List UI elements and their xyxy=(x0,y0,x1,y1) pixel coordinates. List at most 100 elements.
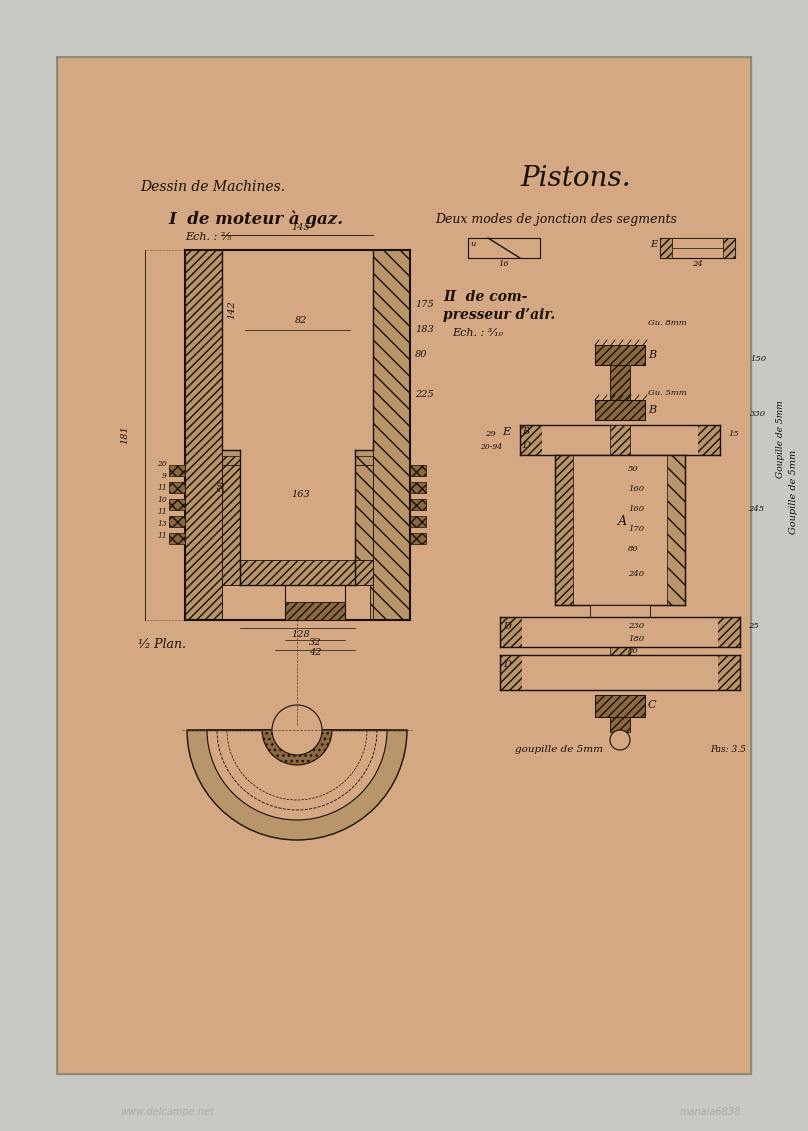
Bar xyxy=(410,499,426,510)
Text: 150: 150 xyxy=(750,355,766,363)
Bar xyxy=(370,250,410,620)
Wedge shape xyxy=(187,729,407,840)
Bar xyxy=(520,425,720,455)
Text: 142: 142 xyxy=(227,300,236,319)
Text: presseur d’air.: presseur d’air. xyxy=(443,308,555,322)
Bar xyxy=(57,57,751,1074)
Bar xyxy=(410,465,426,476)
Text: 25: 25 xyxy=(748,622,759,630)
Text: 16: 16 xyxy=(499,260,509,268)
Bar xyxy=(169,516,185,527)
Text: 180: 180 xyxy=(628,634,644,644)
Text: Pas: 3.5: Pas: 3.5 xyxy=(710,745,746,754)
Text: 32: 32 xyxy=(309,638,322,647)
Bar xyxy=(500,618,740,647)
Bar xyxy=(723,238,735,258)
Text: 20: 20 xyxy=(158,460,167,468)
Bar xyxy=(355,450,373,585)
Bar xyxy=(660,238,672,258)
Text: B: B xyxy=(648,349,656,360)
Wedge shape xyxy=(262,729,332,765)
Text: B: B xyxy=(522,428,529,435)
Text: 42: 42 xyxy=(309,648,322,657)
Text: Pistons.: Pistons. xyxy=(520,165,630,192)
Text: E: E xyxy=(502,428,510,437)
Text: D: D xyxy=(522,441,530,450)
Circle shape xyxy=(610,729,630,750)
Bar xyxy=(595,696,645,717)
Text: 240: 240 xyxy=(628,570,644,578)
Bar xyxy=(410,533,426,544)
Text: 10: 10 xyxy=(158,497,167,504)
Bar xyxy=(169,499,185,510)
Text: A: A xyxy=(617,515,626,528)
Text: 80: 80 xyxy=(415,349,427,359)
Text: 15: 15 xyxy=(728,430,739,438)
Text: manala6838: manala6838 xyxy=(680,1107,742,1117)
Text: 11: 11 xyxy=(158,484,167,492)
Text: 175: 175 xyxy=(415,300,434,309)
Bar xyxy=(410,516,426,527)
Bar xyxy=(468,238,540,258)
Text: u: u xyxy=(470,240,475,248)
Text: ¹⁄₂ Plan.: ¹⁄₂ Plan. xyxy=(138,638,186,651)
Text: C: C xyxy=(648,700,656,710)
Text: Dessin de Machines.: Dessin de Machines. xyxy=(140,180,285,195)
Bar xyxy=(240,560,373,585)
Text: 170: 170 xyxy=(628,525,644,533)
Text: 245: 245 xyxy=(748,506,764,513)
Text: 183: 183 xyxy=(415,325,434,334)
Text: 20-94: 20-94 xyxy=(480,443,502,451)
Text: 11: 11 xyxy=(158,508,167,516)
Bar xyxy=(595,400,645,420)
Text: 13: 13 xyxy=(158,520,167,528)
Bar xyxy=(595,345,645,365)
Text: 11: 11 xyxy=(158,532,167,539)
Text: 330: 330 xyxy=(750,411,766,418)
Bar xyxy=(169,465,185,476)
Bar xyxy=(610,365,630,400)
Text: 225: 225 xyxy=(415,390,434,399)
Circle shape xyxy=(272,705,322,756)
Text: Deux modes de jonction des segments: Deux modes de jonction des segments xyxy=(435,213,677,226)
Bar xyxy=(355,450,373,456)
Bar xyxy=(373,250,410,620)
Bar xyxy=(240,450,355,560)
Bar xyxy=(555,455,685,605)
Bar xyxy=(410,482,426,493)
Text: 80: 80 xyxy=(628,647,639,655)
Text: 163: 163 xyxy=(292,490,310,499)
Text: Ech. : ²⁄₅: Ech. : ²⁄₅ xyxy=(185,232,232,242)
Text: 160: 160 xyxy=(628,485,644,493)
Text: Ech. : ³⁄₁₀: Ech. : ³⁄₁₀ xyxy=(452,328,503,338)
Text: Goupille de 5mm: Goupille de 5mm xyxy=(789,450,798,534)
Bar xyxy=(610,425,630,655)
Text: 82: 82 xyxy=(295,316,307,325)
Text: Goupille de 5mm: Goupille de 5mm xyxy=(776,400,785,477)
Text: 58: 58 xyxy=(218,480,227,492)
Bar xyxy=(169,482,185,493)
Bar xyxy=(542,425,698,455)
Bar xyxy=(222,450,240,465)
Text: 80: 80 xyxy=(628,545,639,553)
Text: 160: 160 xyxy=(628,506,644,513)
Text: 230: 230 xyxy=(628,622,644,630)
Bar xyxy=(185,250,222,620)
Bar xyxy=(169,533,185,544)
Text: E: E xyxy=(650,240,657,249)
Text: B: B xyxy=(648,405,656,415)
Bar xyxy=(522,655,718,690)
Text: D: D xyxy=(503,622,511,631)
Bar xyxy=(500,655,740,690)
Bar xyxy=(555,455,573,605)
Bar xyxy=(667,455,685,605)
Bar xyxy=(355,450,373,465)
Text: 181: 181 xyxy=(120,425,129,444)
Bar xyxy=(222,450,240,585)
Text: 24: 24 xyxy=(692,260,702,268)
Bar xyxy=(222,450,240,456)
Wedge shape xyxy=(207,729,387,820)
Text: 29: 29 xyxy=(485,430,496,438)
Bar xyxy=(185,250,222,620)
Bar xyxy=(660,238,735,258)
